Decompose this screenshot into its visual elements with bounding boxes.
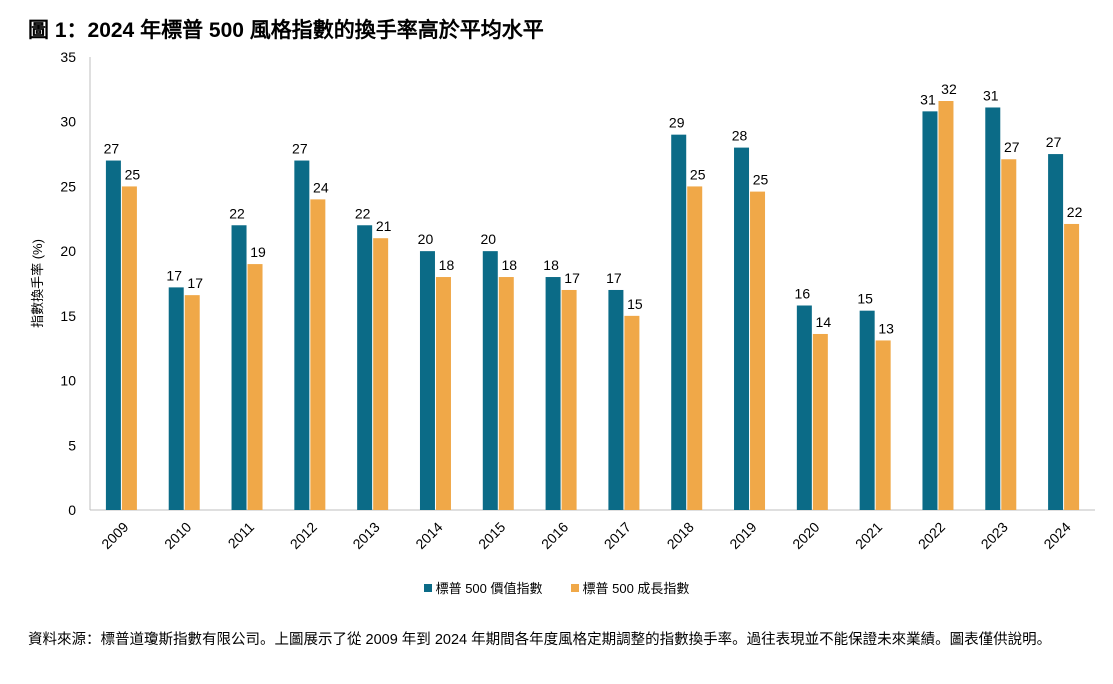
x-tick-label: 2010: [161, 519, 194, 552]
bar-value-2022: [922, 111, 938, 511]
bar-value-2011: [231, 225, 247, 510]
bar-value-2013: [357, 225, 373, 510]
x-tick-label: 2014: [412, 519, 445, 552]
y-tick-label: 0: [68, 502, 76, 518]
y-tick-label: 25: [60, 178, 76, 194]
data-label: 21: [376, 218, 392, 234]
data-label: 20: [480, 231, 496, 247]
legend: 標普 500 價值指數 標普 500 成長指數: [0, 578, 1113, 597]
data-label: 14: [816, 314, 832, 330]
legend-item-growth: 標普 500 成長指數: [570, 578, 690, 597]
data-label: 17: [606, 270, 622, 286]
y-tick-label: 10: [60, 373, 76, 389]
x-tick-label: 2018: [663, 519, 696, 552]
bar-value-2017: [608, 289, 624, 510]
data-label: 18: [439, 257, 455, 273]
bar-growth-2010: [184, 295, 200, 510]
x-tick-label: 2019: [726, 519, 759, 552]
bar-growth-2020: [812, 333, 828, 510]
x-tick-label: 2012: [287, 519, 320, 552]
footnote: 資料來源：標普道瓊斯指數有限公司。上圖展示了從 2009 年到 2024 年期間…: [28, 632, 1052, 648]
x-tick-label: 2020: [789, 519, 822, 552]
bar-growth-2014: [435, 277, 451, 510]
bar-growth-2017: [624, 315, 640, 510]
data-label: 27: [292, 141, 308, 157]
data-label: 13: [878, 320, 894, 336]
bar-growth-2011: [247, 264, 263, 510]
data-label: 32: [941, 81, 957, 97]
x-tick-label: 2017: [601, 519, 634, 552]
data-label: 17: [166, 267, 182, 283]
x-tick-label: 2024: [1040, 519, 1073, 552]
x-tick-label: 2015: [475, 519, 508, 552]
data-label: 17: [564, 270, 580, 286]
bar-value-2012: [294, 160, 310, 511]
data-label: 18: [501, 257, 517, 273]
data-label: 27: [104, 141, 120, 157]
data-label: 18: [543, 257, 559, 273]
x-tick-label: 2016: [538, 519, 571, 552]
y-tick-label: 30: [60, 114, 76, 130]
bar-growth-2009: [121, 186, 137, 510]
chart-title: 圖 1：2024 年標普 500 風格指數的換手率高於平均水平: [28, 19, 544, 42]
legend-swatch-growth: [570, 583, 579, 592]
data-label: 22: [355, 205, 371, 221]
bar-value-2015: [482, 251, 498, 510]
y-tick-label: 20: [60, 243, 76, 259]
bar-growth-2024: [1064, 223, 1080, 510]
x-tick-label: 2013: [349, 519, 382, 552]
data-label: 19: [250, 244, 266, 260]
bar-growth-2023: [1001, 159, 1017, 510]
bar-value-2019: [734, 147, 750, 510]
data-label: 25: [690, 166, 706, 182]
y-tick-label: 35: [60, 49, 76, 65]
bar-growth-2021: [875, 340, 891, 510]
data-label: 29: [669, 115, 685, 131]
bar-growth-2019: [750, 191, 766, 510]
data-label: 24: [313, 179, 329, 195]
data-label: 22: [1067, 204, 1083, 220]
data-label: 22: [229, 205, 245, 221]
data-label: 25: [753, 172, 769, 188]
x-tick-label: 2011: [225, 519, 258, 552]
data-label: 28: [732, 128, 748, 144]
bar-growth-2016: [561, 289, 577, 510]
data-label: 27: [1046, 134, 1062, 150]
bar-growth-2012: [310, 199, 326, 510]
data-label: 16: [795, 286, 811, 302]
legend-label-growth: 標普 500 成長指數: [582, 581, 690, 596]
x-tick-label: 2021: [852, 519, 885, 552]
y-tick-label: 5: [68, 437, 76, 453]
bar-value-2020: [796, 305, 812, 510]
bar-growth-2015: [498, 277, 514, 510]
bar-value-2010: [168, 287, 184, 510]
data-label: 27: [1004, 139, 1020, 155]
data-label: 15: [627, 296, 643, 312]
bar-value-2016: [545, 277, 561, 510]
data-label: 20: [418, 231, 434, 247]
bar-value-2018: [671, 134, 687, 510]
bar-growth-2013: [373, 238, 389, 510]
x-tick-label: 2022: [915, 519, 948, 552]
x-tick-label: 2023: [978, 519, 1011, 552]
y-axis-title: 指數換手率 (%): [30, 239, 45, 328]
data-label: 25: [125, 166, 141, 182]
bar-growth-2022: [938, 101, 954, 511]
bar-value-2021: [859, 310, 875, 510]
bar-value-2024: [1048, 154, 1064, 511]
bar-growth-2018: [687, 186, 703, 510]
data-label: 31: [920, 91, 936, 107]
data-label: 31: [983, 87, 999, 103]
legend-swatch-value: [423, 583, 432, 592]
data-label: 17: [187, 275, 203, 291]
legend-label-value: 標普 500 價值指數: [435, 581, 543, 596]
bar-value-2014: [419, 251, 435, 510]
legend-item-value: 標普 500 價值指數: [423, 578, 543, 597]
bar-value-2023: [985, 107, 1001, 510]
x-tick-label: 2009: [98, 519, 131, 552]
bar-value-2009: [105, 160, 121, 511]
y-tick-label: 15: [60, 308, 76, 324]
data-label: 15: [857, 291, 873, 307]
